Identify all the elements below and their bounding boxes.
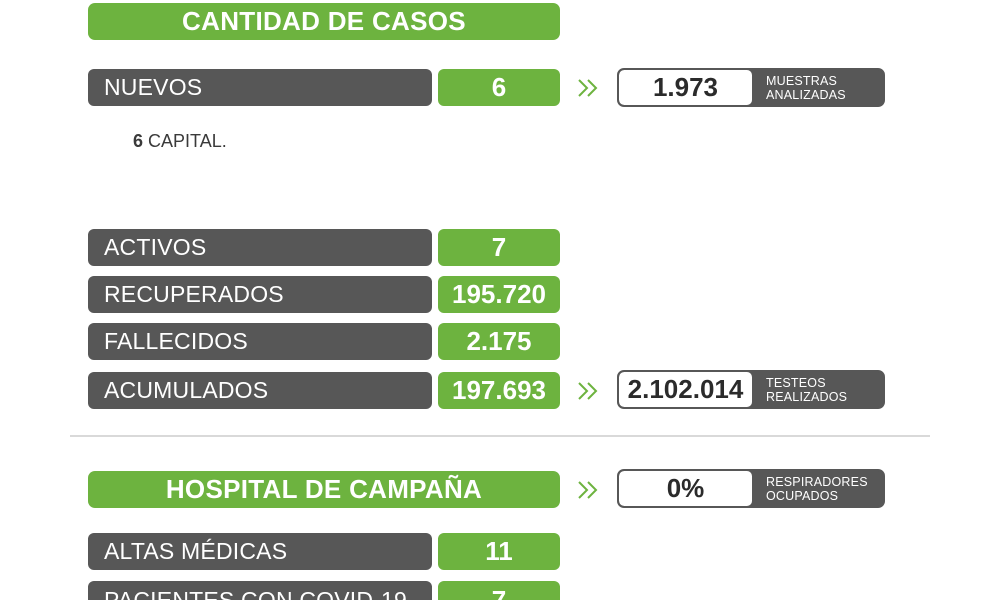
muestras-caption-line2: ANALIZADAS [766, 87, 846, 102]
altas-value: 11 [438, 533, 560, 570]
respiradores-value: 0% [619, 471, 752, 506]
capital-note: 6 CAPITAL. [133, 131, 227, 152]
respiradores-caption-line1: RESPIRADORES [766, 474, 868, 489]
cases-header: CANTIDAD DE CASOS [88, 3, 560, 40]
double-chevron-right-icon [578, 79, 598, 97]
muestras-box: 1.973 MUESTRAS ANALIZADAS [617, 68, 885, 107]
recuperados-label: RECUPERADOS [88, 276, 432, 313]
muestras-value: 1.973 [619, 70, 752, 105]
capital-note-text: CAPITAL. [148, 131, 227, 151]
recuperados-value: 195.720 [438, 276, 560, 313]
capital-note-count: 6 [133, 131, 144, 151]
testeos-value: 2.102.014 [619, 372, 752, 407]
testeos-caption-line1: TESTEOS [766, 375, 826, 390]
fallecidos-value: 2.175 [438, 323, 560, 360]
activos-value: 7 [438, 229, 560, 266]
acumulados-value: 197.693 [438, 372, 560, 409]
activos-label: ACTIVOS [88, 229, 432, 266]
respiradores-caption: RESPIRADORES OCUPADOS [752, 471, 868, 506]
nuevos-label: NUEVOS [88, 69, 432, 106]
hospital-header: HOSPITAL DE CAMPAÑA [88, 471, 560, 508]
muestras-caption-line1: MUESTRAS [766, 73, 838, 88]
double-chevron-right-icon [578, 481, 598, 499]
double-chevron-right-icon [578, 382, 598, 400]
pacientes-label: PACIENTES CON COVID-19 [88, 581, 432, 600]
acumulados-label: ACUMULADOS [88, 372, 432, 409]
testeos-box: 2.102.014 TESTEOS REALIZADOS [617, 370, 885, 409]
muestras-caption: MUESTRAS ANALIZADAS [752, 70, 846, 105]
fallecidos-label: FALLECIDOS [88, 323, 432, 360]
pacientes-value: 7 [438, 581, 560, 600]
testeos-caption: TESTEOS REALIZADOS [752, 372, 847, 407]
testeos-caption-line2: REALIZADOS [766, 389, 848, 404]
section-divider [70, 435, 930, 437]
respiradores-box: 0% RESPIRADORES OCUPADOS [617, 469, 885, 508]
nuevos-value: 6 [438, 69, 560, 106]
respiradores-caption-line2: OCUPADOS [766, 488, 839, 503]
altas-label: ALTAS MÉDICAS [88, 533, 432, 570]
